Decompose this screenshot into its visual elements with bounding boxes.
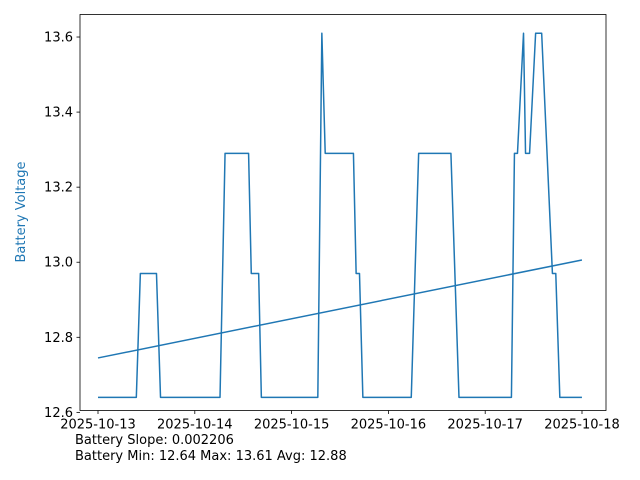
x-tick-label: 2025-10-14 — [157, 418, 233, 433]
x-tick-label: 2025-10-15 — [254, 418, 330, 433]
y-tick-label: 13.2 — [44, 181, 73, 196]
y-tick-label: 13.0 — [44, 256, 73, 271]
battery-stats-text: Battery Min: 12.64 Max: 13.61 Avg: 12.88 — [75, 449, 347, 464]
x-tick-label: 2025-10-18 — [544, 418, 620, 433]
x-tick-label: 2025-10-17 — [447, 418, 523, 433]
plot-frame — [79, 14, 607, 411]
y-tick-label: 12.6 — [44, 406, 73, 421]
y-tick-label: 13.4 — [44, 106, 73, 121]
battery-slope-text: Battery Slope: 0.002206 — [75, 433, 234, 448]
series-layer — [97, 32, 583, 399]
x-tick-label: 2025-10-16 — [351, 418, 427, 433]
y-axis-ticks: 12.6 12.8 13.0 13.2 13.4 13.6 — [44, 31, 80, 421]
y-tick-label: 13.6 — [44, 31, 73, 46]
battery-trend-line — [97, 259, 583, 359]
y-axis-label: Battery Voltage — [14, 161, 29, 262]
y-tick-label: 12.8 — [44, 331, 73, 346]
battery-voltage-line — [98, 32, 582, 399]
x-axis-ticks: 2025-10-13 2025-10-14 2025-10-15 2025-10-16… — [60, 410, 620, 433]
x-tick-label: 2025-10-13 — [60, 418, 136, 433]
